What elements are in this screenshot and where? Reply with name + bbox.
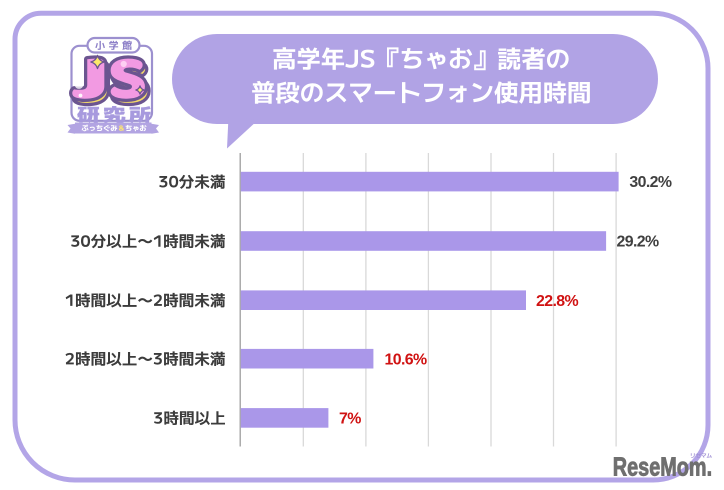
svg-text:ReseMom.: ReseMom. <box>613 452 712 481</box>
svg-text:10.6%: 10.6% <box>385 351 428 368</box>
svg-text:29.2%: 29.2% <box>617 234 660 251</box>
svg-text:30.2%: 30.2% <box>629 174 672 191</box>
svg-text:7%: 7% <box>339 411 361 428</box>
svg-text:22.8%: 22.8% <box>536 293 579 310</box>
